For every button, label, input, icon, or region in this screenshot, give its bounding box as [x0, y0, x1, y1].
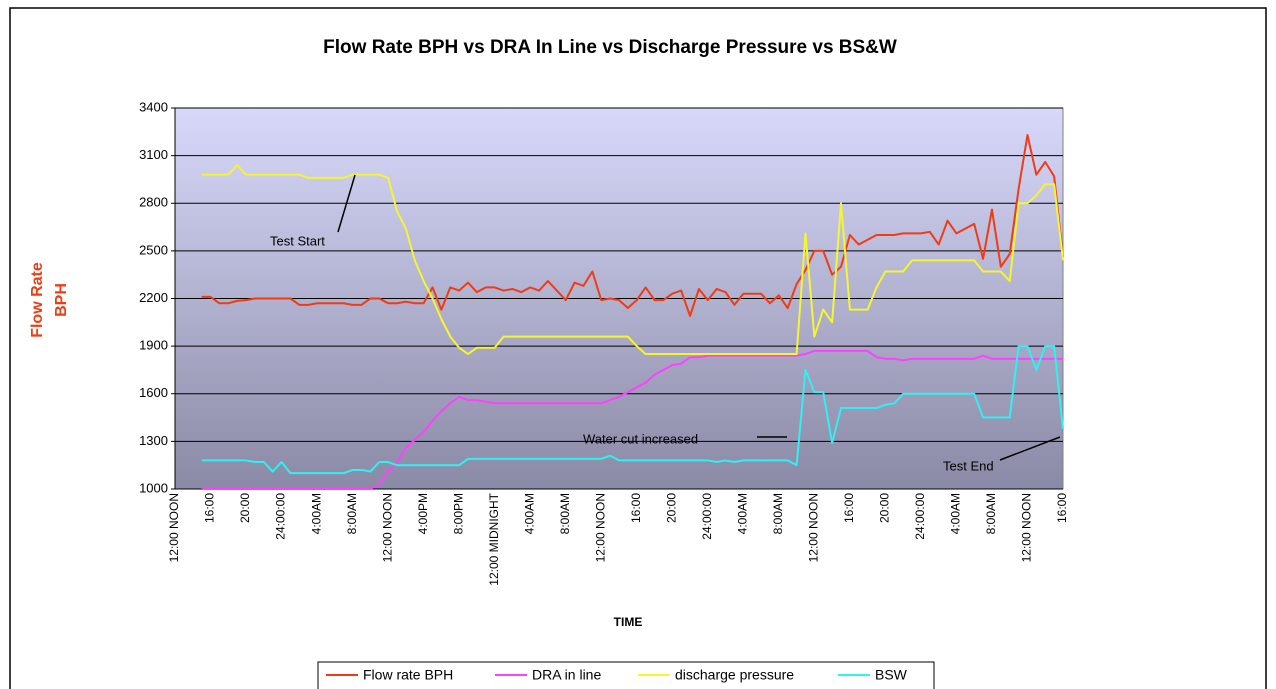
series-line [201, 133, 1064, 317]
y-tick-label: 2500 [139, 242, 168, 257]
x-tick-label: 16:00 [842, 493, 856, 523]
y-tick-label: 3100 [139, 147, 168, 162]
y-tick-label: 2200 [139, 290, 168, 305]
x-tick-label: 8:00AM [558, 493, 572, 534]
x-tick-label: 8:00AM [345, 493, 359, 534]
series-line [201, 345, 1064, 475]
y-tick-label: 2800 [139, 195, 168, 210]
annotation-pointer [999, 436, 1061, 461]
x-tick-label: 20:00 [664, 493, 678, 523]
x-tick-label: 8:00AM [771, 493, 785, 534]
x-tick-label: 12:00 NOON [167, 493, 181, 562]
x-tick-label: 24:00:00 [913, 493, 927, 540]
y-axis-label: Flow Rate [29, 262, 46, 338]
legend-label: Flow rate BPH [363, 667, 453, 683]
x-tick-label: 24:00:00 [700, 493, 714, 540]
x-tick-label: 16:00 [203, 493, 217, 523]
series-line [201, 349, 1063, 490]
legend [317, 661, 935, 689]
x-tick-label: 12:00 NOON [1020, 493, 1034, 562]
x-tick-label: 12:00 MIDNIGHT [487, 492, 501, 585]
series-lines [201, 133, 1064, 490]
legend-label: DRA in line [532, 667, 601, 683]
x-tick-label: 12:00 NOON [807, 493, 821, 562]
x-tick-label: 4:00AM [735, 493, 749, 534]
x-tick-label: 20:00 [238, 493, 252, 523]
x-tick-label: 8:00AM [984, 493, 998, 534]
y-tick-label: 1900 [139, 338, 168, 353]
x-tick-label: 4:00AM [522, 493, 536, 534]
y-tick-label: 1600 [139, 385, 168, 400]
x-tick-label: 16:00 [629, 493, 643, 523]
chart-frame [9, 7, 1267, 689]
x-tick-label: 4:00AM [309, 493, 323, 534]
series-line [201, 164, 1064, 356]
legend-label: discharge pressure [675, 667, 794, 683]
x-tick-label: 4:00PM [416, 493, 430, 534]
annotation: Test Start [270, 233, 325, 248]
y-axis-label: BPH [53, 283, 70, 317]
y-tick-label: 1000 [139, 480, 168, 495]
annotation: Test End [943, 458, 994, 473]
x-tick-label: 12:00 NOON [593, 493, 607, 562]
x-tick-label: 24:00:00 [274, 493, 288, 540]
x-tick-label: 4:00AM [949, 493, 963, 534]
y-tick-label: 1300 [139, 433, 168, 448]
x-tick-label: 16:00 [1055, 493, 1069, 523]
annotation-pointer [337, 174, 356, 233]
x-tick-label: 12:00 NOON [380, 493, 394, 562]
annotation: Water cut increased [583, 431, 698, 446]
x-axis-label: TIME [614, 615, 643, 629]
legend-entries: Flow rate BPH DRA in line discharge pressu… [326, 667, 908, 683]
legend-label: BSW [875, 667, 908, 683]
x-tick-label: 8:00PM [451, 493, 465, 534]
x-tick-label: 20:00 [878, 493, 892, 523]
chart-title: Flow Rate BPH vs DRA In Line vs Discharg… [323, 37, 897, 58]
y-tick-label: 3400 [139, 99, 168, 114]
